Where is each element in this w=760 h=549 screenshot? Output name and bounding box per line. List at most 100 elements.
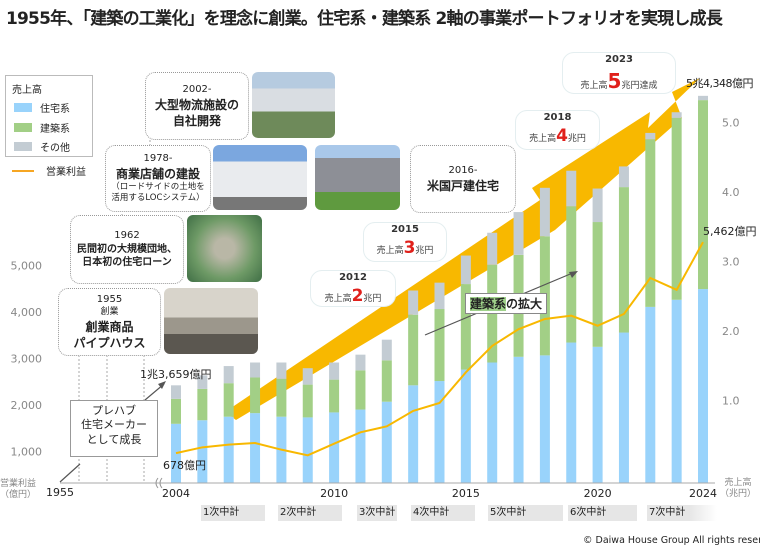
bar-other-2022 [645,132,656,140]
legend-item-housing: 住宅系 [14,100,70,115]
logistics-facility-photo [252,72,335,138]
milestone-1962: 1962 民間初の大規模団地、 日本初の住宅ローン [70,215,184,284]
bar-housing-2019 [566,342,577,483]
bar-other-2020 [592,188,603,223]
milestone-title: 民間初の大規模団地、 [77,243,177,255]
prefab-growth-box: プレハブ 住宅メーカー として成長 [70,400,158,457]
milestone-year: 1962 [114,230,140,242]
line-swatch-icon [12,169,34,172]
legend-label: その他 [40,143,70,154]
callout-number: 2 [351,286,364,306]
start-year-label: 1955 [46,486,74,499]
sales-callout-2023: 2023 売上高5兆円達成 [562,52,676,94]
bar-housing-2007 [250,413,261,483]
bar-construction-2024 [698,100,708,290]
callout-number: 4 [556,126,568,146]
profit-2004-label: 678億円 [163,459,206,472]
bar-housing-2016 [487,362,498,483]
mid-term-plan-6: 6次中計 [568,505,637,521]
housing-estate-photo [187,215,262,282]
bar-other-2012 [381,339,392,361]
milestone-title: 米国戸建住宅 [426,178,499,193]
x-tick-label: 2015 [452,487,480,500]
milestone-title: 商業店舗の建設 [115,166,200,181]
left-axis-tick: 3,000 [11,353,43,366]
bar-housing-2012 [381,401,392,483]
mid-term-plan-1: 1次中計 [201,505,265,521]
box-text: として成長 [86,432,142,446]
mid-term-plan-3: 3次中計 [357,505,397,521]
right-axis-tick: 4.0 [722,186,740,199]
bar-construction-2007 [250,377,261,414]
callout-suffix: 兆円 [363,294,382,304]
bar-housing-2023 [671,299,682,483]
milestone-title: 創業商品 [85,319,134,334]
bar-housing-2010 [329,412,340,483]
legend-item-other: その他 [14,139,70,154]
bar-other-2021 [618,166,629,188]
mid-term-plan-4: 4次中計 [411,505,475,521]
bar-housing-2006 [223,416,234,483]
left-axis-tick: 4,000 [11,306,43,319]
legend-label: 住宅系 [40,104,70,115]
prefab-arrow-start [59,463,81,483]
axis-unit: （兆円） [720,488,757,499]
bar-construction-2012 [381,360,392,402]
us-house-photo [315,145,400,210]
bar-construction-2010 [329,379,340,413]
milestone-2016: 2016- 米国戸建住宅 [410,145,516,213]
callout-suffix: 兆円 [567,134,586,144]
sales-callout-2015: 2015 売上高3兆円 [363,222,447,262]
bar-other-2004 [171,385,181,399]
right-axis-tick: 5.0 [722,117,740,130]
callout-number: 5 [607,69,622,93]
label-text: の拡大 [506,297,543,311]
legend-item-profit: 営業利益 [12,163,86,178]
legend: 売上高 住宅系 建築系 その他 [5,75,93,157]
bar-other-2009 [302,368,313,385]
commercial-store-photo [213,145,307,210]
sales-callout-2012: 2012 売上高2兆円 [310,270,396,307]
milestone-sub: 創業 [100,307,119,318]
bar-housing-2017 [513,356,524,483]
callout-prefix: 売上高 [324,294,352,304]
axis-title: 売上高 [724,478,752,488]
bar-construction-2013 [408,314,419,386]
left-axis-title: 営業利益 （億円） [0,479,36,501]
bar-housing-2015 [460,369,471,483]
callout-year: 2015 [391,224,419,235]
bar-construction-2008 [276,378,287,417]
milestone-title: 自社開発 [172,113,221,128]
sales-callout-2018: 2018 売上高4兆円 [515,110,600,150]
callout-suffix: 兆円 [415,246,434,256]
profit-2024-label: 5,462億円 [703,225,757,238]
profit-line [175,241,704,457]
bar-housing-2024 [698,289,708,483]
bar-other-2019 [566,170,577,207]
bar-housing-2018 [539,355,550,483]
right-axis-tick: 2.0 [722,325,740,338]
bar-housing-2021 [618,332,629,483]
mid-term-plan-5: 5次中計 [488,505,563,521]
arrowhead-icon [569,271,578,278]
sales-2004-label: 1兆3,659億円 [140,368,212,381]
sales-2024-label: 5兆4,348億円 [686,77,754,90]
axis-break-icon [155,477,163,489]
swatch-icon [14,123,32,132]
x-tick-label: 2004 [162,487,190,500]
milestone-1978: 1978- 商業店舗の建設 （ロードサイドの土地を 活用するLOCシステム） [105,145,211,212]
bar-housing-2009 [302,417,313,483]
bar-other-2008 [276,362,287,379]
bar-construction-2020 [592,222,603,347]
bar-construction-2014 [434,309,445,382]
bar-other-2024 [698,95,708,101]
callout-year: 2023 [605,54,633,65]
mid-term-plan-2: 2次中計 [278,505,342,521]
swatch-icon [14,142,32,151]
box-text: プレハブ [92,404,136,417]
mid-term-plan-7: 7次中計 [647,505,717,521]
bar-housing-2011 [355,409,366,483]
milestone-note: （ロードサイドの土地を [111,181,205,192]
